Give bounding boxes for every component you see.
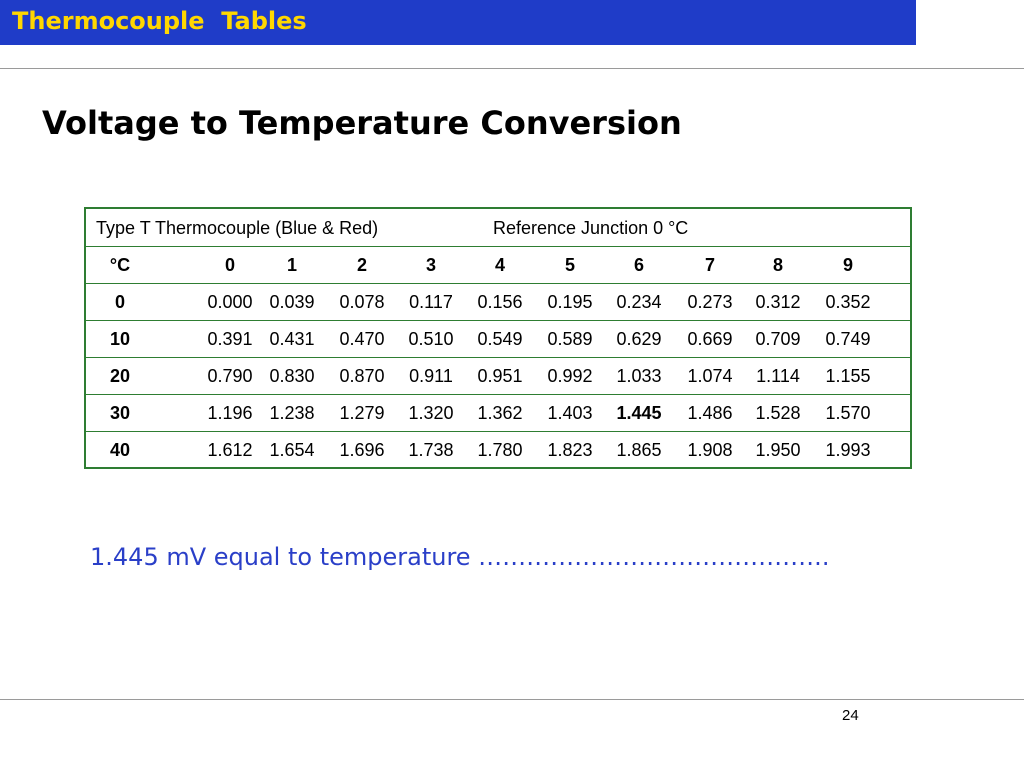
page-number: 24 <box>842 707 859 724</box>
table-cell: 0.312 <box>755 292 801 312</box>
table-cell: 0.234 <box>616 292 662 312</box>
table-cell: 1.486 <box>687 403 733 423</box>
table-cell: 0.709 <box>755 329 801 349</box>
table-cell: 1.696 <box>339 440 385 460</box>
row-label-cell: 20 <box>109 366 131 386</box>
bottom-divider <box>0 699 1024 700</box>
table-cell: 1.950 <box>755 440 801 460</box>
table-cell: 1.993 <box>825 440 871 460</box>
column-header-cell: 5 <box>564 255 575 275</box>
table-cell: 1.865 <box>616 440 662 460</box>
table-cell: 0.273 <box>687 292 733 312</box>
table-cell: 1.074 <box>687 366 733 386</box>
column-header-cell: 7 <box>704 255 715 275</box>
column-header-cell: 4 <box>494 255 505 275</box>
table-cell: 0.830 <box>269 366 315 386</box>
column-header-cell: 3 <box>425 255 436 275</box>
table-cell: 1.155 <box>825 366 871 386</box>
table-cell: 1.320 <box>408 403 454 423</box>
table-cell: 0.951 <box>477 366 523 386</box>
table-caption-row: Type T Thermocouple (Blue & Red) Referen… <box>86 209 910 247</box>
table-cell: 0.431 <box>269 329 315 349</box>
table-cell: 1.780 <box>477 440 523 460</box>
question-text: 1.445 mV equal to temperature …………………………… <box>90 543 830 571</box>
column-header-cell: 1 <box>286 255 297 275</box>
table-cell: 0.000 <box>207 292 253 312</box>
top-divider <box>0 68 1024 69</box>
table-cell: 1.238 <box>269 403 315 423</box>
column-header-cell: 9 <box>842 255 853 275</box>
row-label-cell: 0 <box>114 292 125 312</box>
table-header-row: °C 0 1 2 3 4 5 6 7 8 9 <box>86 247 910 284</box>
table-cell: 1.196 <box>207 403 253 423</box>
row-label-cell: 40 <box>109 440 131 460</box>
table-cell: 0.156 <box>477 292 523 312</box>
title-bar: Thermocouple Tables <box>0 0 916 45</box>
table-cell: 0.749 <box>825 329 871 349</box>
table-cell: 0.195 <box>547 292 593 312</box>
table-cell: 0.549 <box>477 329 523 349</box>
table-cell: 1.908 <box>687 440 733 460</box>
table-cell: 0.470 <box>339 329 385 349</box>
row-label-cell: 10 <box>109 329 131 349</box>
table-cell: 0.510 <box>408 329 454 349</box>
table-cell: 1.654 <box>269 440 315 460</box>
table-cell: 0.629 <box>616 329 662 349</box>
table-cell: 1.612 <box>207 440 253 460</box>
column-header-cell: 8 <box>772 255 783 275</box>
table-cell: 1.738 <box>408 440 454 460</box>
table-row: 30 1.196 1.238 1.279 1.320 1.362 1.403 1.445 1.4… <box>86 395 910 432</box>
table-caption-right: Reference Junction 0 °C <box>493 218 689 238</box>
table-cell: 1.033 <box>616 366 662 386</box>
table-cell: 0.992 <box>547 366 593 386</box>
table-row: 20 0.790 0.830 0.870 0.911 0.951 0.992 1.033 1.0… <box>86 358 910 395</box>
table-cell: 0.391 <box>207 329 253 349</box>
unit-label-cell: °C <box>109 255 131 275</box>
table-cell: 1.362 <box>477 403 523 423</box>
table-cell: 0.911 <box>409 366 453 386</box>
table-row: 10 0.391 0.431 0.470 0.510 0.549 0.589 0.629 0.6… <box>86 321 910 358</box>
table-cell: 0.790 <box>207 366 253 386</box>
table-cell: 0.589 <box>547 329 593 349</box>
table-caption-left: Type T Thermocouple (Blue & Red) <box>96 218 379 238</box>
table-cell: 1.445 <box>616 403 662 423</box>
slide-heading: Voltage to Temperature Conversion <box>42 104 682 142</box>
slide-header: Thermocouple Tables <box>12 7 307 35</box>
table-cell: 1.528 <box>755 403 801 423</box>
table-cell: 0.870 <box>339 366 385 386</box>
table-row: 40 1.612 1.654 1.696 1.738 1.780 1.823 1.865 1.9… <box>86 432 910 469</box>
table-cell: 1.114 <box>756 366 800 386</box>
table-row: 0 0.000 0.039 0.078 0.117 0.156 0.195 0.234 0.27… <box>86 284 910 321</box>
table-cell: 1.279 <box>339 403 385 423</box>
table-cell: 0.117 <box>409 292 453 312</box>
column-header-cell: 0 <box>224 255 235 275</box>
table-cell: 0.078 <box>339 292 385 312</box>
table-cell: 0.352 <box>825 292 871 312</box>
table-cell: 1.403 <box>547 403 593 423</box>
row-label-cell: 30 <box>109 403 131 423</box>
table-cell: 1.823 <box>547 440 593 460</box>
table-cell: 1.570 <box>825 403 871 423</box>
column-header-cell: 6 <box>633 255 644 275</box>
table-cell: 0.669 <box>687 329 733 349</box>
table-cell: 0.039 <box>269 292 315 312</box>
thermocouple-table: Type T Thermocouple (Blue & Red) Referen… <box>84 207 912 469</box>
column-header-cell: 2 <box>356 255 367 275</box>
